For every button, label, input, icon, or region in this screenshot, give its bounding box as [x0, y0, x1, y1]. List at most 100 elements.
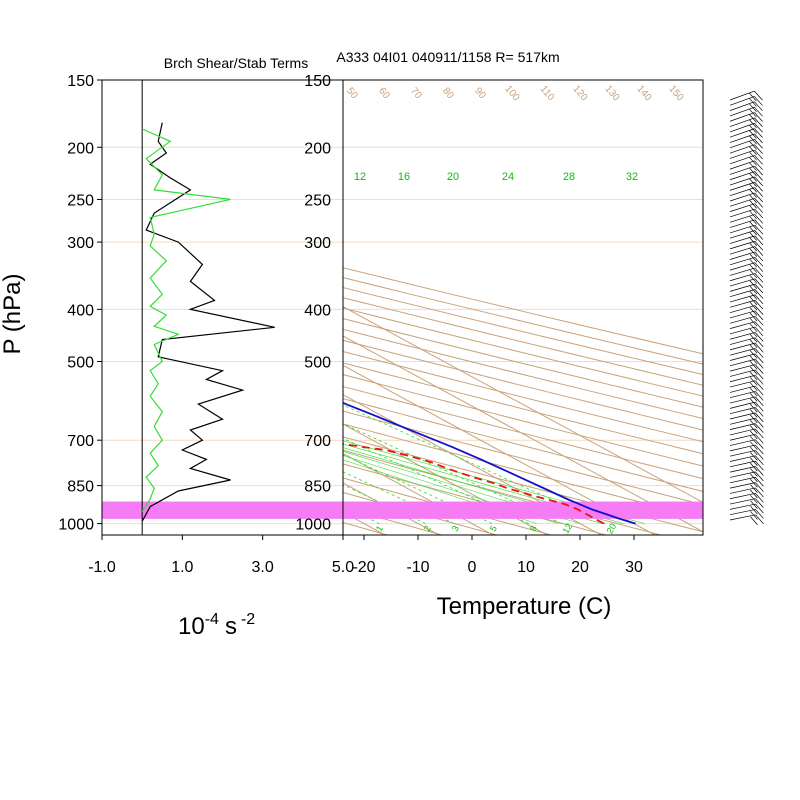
y-tick-label: 150 — [67, 73, 94, 90]
wind-barb-staff — [729, 289, 756, 298]
isotherm-line — [0, 80, 331, 535]
wind-barb-staff — [729, 305, 756, 313]
wind-barb-flag — [754, 321, 764, 331]
wind-barb-staff — [729, 128, 755, 138]
right-x-tick-label: 0 — [468, 559, 477, 576]
wind-barb-flag — [754, 273, 764, 283]
wind-barb-staff — [729, 374, 756, 383]
wind-barb-flag — [754, 310, 764, 321]
right-x-axis-label: Temperature (C) — [437, 593, 612, 620]
wind-barb-staff — [729, 122, 755, 133]
wind-barb-staff — [729, 133, 755, 143]
wind-barb-flag — [754, 353, 764, 364]
mixing-ratio-label: 8 — [528, 524, 539, 533]
right-y-tick-label: 300 — [304, 235, 331, 252]
wind-barb-staff — [729, 144, 755, 154]
left-x-tick-label: -1.0 — [88, 559, 116, 576]
right-x-tick-label: -10 — [406, 559, 429, 576]
left-x-tick-label: 5.0 — [332, 559, 354, 576]
isotherm-line — [343, 364, 656, 535]
unit-s: s — [225, 613, 237, 640]
wind-barb-flag — [754, 342, 764, 353]
wind-barb-flag — [754, 251, 764, 262]
wind-barb-staff — [729, 171, 755, 181]
wind-barb-flag — [754, 278, 764, 289]
y-tick-label: 250 — [67, 192, 94, 209]
wind-barb-flag — [754, 139, 763, 149]
wind-barb-flag — [754, 208, 764, 219]
wind-barb-staff — [729, 332, 756, 340]
wind-barb-staff — [729, 460, 756, 468]
wind-barb-staff — [729, 273, 756, 282]
wind-barb-staff — [729, 509, 756, 516]
wind-barb-staff — [729, 401, 756, 409]
wind-barb-flag — [754, 369, 764, 380]
wind-barb-flag — [755, 450, 764, 460]
wind-barb-staff — [729, 326, 756, 335]
dry-adiabat-line — [343, 287, 703, 376]
moist-adiabat-label: 16 — [398, 171, 410, 183]
skewt-area — [0, 80, 703, 535]
wind-barb-staff — [729, 230, 755, 239]
wind-barb-staff — [729, 487, 756, 494]
wind-barb-staff — [729, 203, 755, 212]
wind-barb-flag — [754, 332, 764, 342]
dry-adiabat-line — [0, 80, 332, 535]
wind-barb-staff — [729, 176, 755, 186]
wind-barb-staff — [729, 358, 756, 367]
wind-barb-flag — [755, 412, 764, 423]
wind-barb-staff — [729, 492, 756, 500]
dry-adiabat-line — [343, 385, 703, 480]
wind-barb-staff — [729, 466, 756, 473]
mixing-ratio-label: 3 — [450, 524, 461, 533]
wind-barb-flag — [754, 391, 764, 401]
dry-adiabat-label: 60 — [376, 86, 392, 102]
wind-barb-flag — [754, 203, 764, 213]
dry-adiabat-line — [343, 463, 607, 535]
wind-barb-flag — [755, 428, 764, 439]
right-x-tick-label: -20 — [352, 559, 375, 576]
right-x-tick-label: 10 — [517, 559, 535, 576]
dry-adiabat-label: 130 — [602, 83, 621, 103]
mixing-ratio-label: 20 — [605, 522, 619, 536]
wind-barb-staff — [729, 106, 755, 117]
dry-adiabat-line — [343, 398, 703, 492]
dry-adiabat-line — [343, 318, 703, 408]
dry-adiabat-line — [343, 374, 703, 467]
right-y-tick-label: 500 — [304, 355, 331, 372]
moist-adiabat-line — [343, 459, 537, 524]
mixing-ratio-label: 12 — [561, 522, 575, 536]
isotherm-line — [343, 394, 602, 535]
dry-adiabat-label: 80 — [440, 86, 456, 102]
wind-barb-flag — [755, 477, 764, 487]
wind-barb-staff — [729, 149, 755, 159]
wind-barb-staff — [729, 423, 756, 430]
wind-barb-flag — [755, 418, 764, 428]
right-panel-header: A333 04I01 040911/1158 R= 517km — [336, 49, 559, 65]
wind-barb-staff — [729, 139, 755, 149]
right-y-tick-label: 850 — [304, 479, 331, 496]
dry-adiabat-line — [343, 362, 703, 455]
wind-barb-flag — [754, 235, 764, 246]
wind-barb-flag — [754, 198, 764, 208]
dry-adiabat-line — [343, 410, 703, 506]
right-y-tick-label: 400 — [304, 302, 331, 319]
wind-barb-staff — [729, 455, 756, 462]
wind-barb-staff — [729, 348, 756, 356]
wind-barb-flag — [754, 224, 764, 235]
wind-barb-staff — [729, 240, 755, 250]
right-x-tick-label: 20 — [571, 559, 589, 576]
dry-adiabat-line — [343, 477, 552, 535]
wind-barb-flag — [754, 375, 764, 385]
wind-barb-staff — [729, 181, 755, 191]
wind-barb-staff — [729, 192, 755, 202]
right-highlight-band — [343, 501, 703, 519]
wind-barb-flag — [754, 182, 763, 192]
dry-adiabat-line — [343, 506, 442, 535]
moist-adiabat-line — [343, 440, 645, 524]
wind-barb-staff — [729, 498, 756, 505]
right-frame — [342, 79, 704, 536]
wind-barb-flag — [754, 106, 763, 117]
wind-barb-flag — [754, 305, 764, 315]
